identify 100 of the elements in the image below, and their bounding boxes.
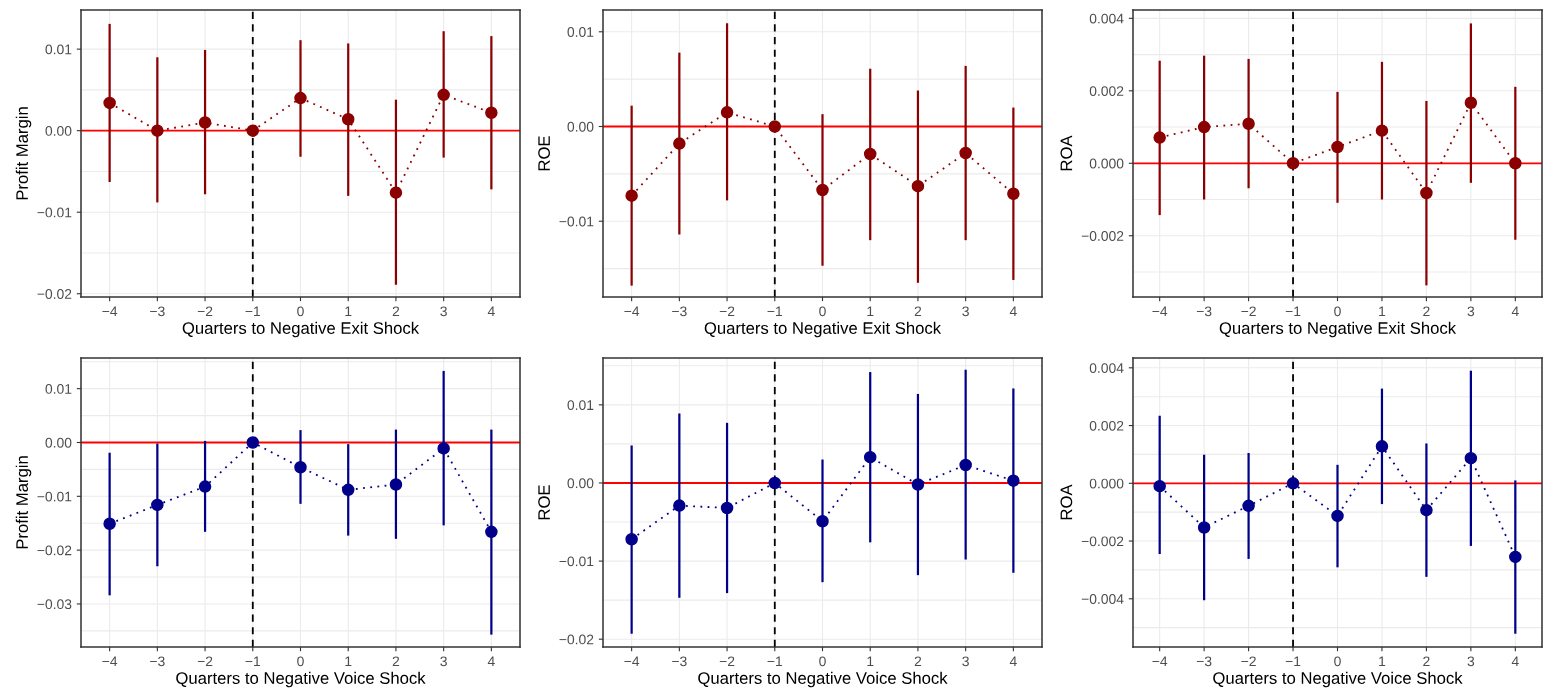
x-tick-label: 0 [297,306,304,317]
x-tick-label: 0 [819,306,826,317]
y-tick-label: 0.000 [1089,478,1124,489]
x-tick-label: −3 [1196,306,1212,317]
y-tick-label: 0.002 [1089,86,1124,96]
point [1331,140,1344,154]
x-tick-label: −3 [672,306,687,317]
point [1007,187,1020,201]
y-tick-label: −0.01 [37,491,72,502]
x-tick-label: −1 [1285,306,1301,317]
point [437,442,450,455]
point [1197,521,1211,534]
point [198,116,212,129]
y-tick-label: −0.004 [1081,594,1124,604]
x-tick-label: 2 [914,656,922,667]
y-axis-title: Profit Margin [15,456,32,549]
x-tick-label: 1 [867,306,874,317]
y-tick-label: −0.002 [1081,536,1124,547]
x-tick-label: 0 [1334,656,1341,667]
y-tick-label: 0.01 [567,27,594,37]
x-tick-label: 1 [1379,306,1386,317]
x-tick-label: −2 [719,656,735,667]
x-tick-label: −2 [1241,306,1256,317]
y-tick-label: 0.002 [1089,420,1124,431]
y-axis-title: ROE [538,136,550,171]
point [625,532,638,546]
y-tick-label: 0.01 [45,44,72,55]
y-tick-label: −0.02 [37,545,72,556]
y-tick-label: 0.00 [567,478,594,489]
x-tick-label: 2 [392,656,400,667]
x-tick-label: −4 [624,656,640,667]
x-tick-label: 4 [487,306,495,317]
x-tick-label: 2 [1423,306,1430,317]
point [863,147,877,161]
point [911,179,925,193]
y-tick-label: −0.02 [37,289,72,299]
y-tick-label: 0.01 [45,384,72,394]
y-axis-title: Profit Margin [15,107,32,200]
x-tick-label: 3 [1467,306,1475,317]
x-tick-label: −2 [719,306,735,317]
x-tick-label: 4 [1511,656,1519,667]
x-axis-title: Quarters to Negative Exit Shock [1219,321,1457,338]
x-axis-title: Quarters to Negative Voice Shock [1213,671,1463,688]
point [1242,499,1255,513]
point [294,91,307,105]
y-axis-title: ROA [1060,135,1073,171]
y-tick-label: 0.00 [45,437,72,448]
point [485,106,498,119]
x-tick-label: −3 [150,306,165,317]
point [246,124,260,137]
y-tick-label: −0.01 [559,556,594,567]
x-axis-title: Quarters to Negative Exit Shock [704,321,942,338]
point [294,460,307,474]
y-tick-label: 0.000 [1089,158,1124,169]
point [959,458,972,472]
point [673,499,686,512]
point [1420,186,1433,200]
point [1375,440,1389,453]
point [720,106,734,119]
point [198,480,212,493]
y-tick-label: −0.02 [559,634,594,645]
point [625,189,638,202]
x-tick-label: −1 [245,656,261,667]
x-tick-label: 3 [440,306,447,317]
point [1464,96,1478,110]
x-tick-label: −1 [767,306,783,317]
point [768,476,782,490]
point [1153,131,1166,144]
y-tick-label: −0.01 [37,207,72,218]
x-tick-label: 2 [392,306,400,317]
point [1375,124,1389,137]
point [103,517,116,531]
point [1286,477,1300,490]
point [1153,479,1166,493]
x-tick-label: 3 [440,656,447,667]
point [341,483,355,497]
point [151,498,164,512]
y-tick-label: −0.01 [559,216,594,227]
x-tick-label: 3 [962,656,969,667]
y-tick-label: −0.002 [1081,231,1124,241]
x-tick-label: 0 [1334,306,1341,317]
x-tick-label: 3 [962,306,969,317]
x-axis-title: Quarters to Negative Voice Shock [176,671,426,688]
point [485,525,498,539]
point [246,436,260,449]
x-tick-label: −1 [767,656,783,667]
point [720,501,734,515]
x-tick-label: 4 [1009,656,1017,667]
point [389,478,403,491]
x-tick-label: −2 [197,306,213,317]
x-tick-label: −3 [1196,656,1212,667]
x-tick-label: −3 [150,656,165,667]
x-tick-label: 1 [1379,656,1386,667]
x-tick-label: −4 [1152,656,1168,667]
point [768,120,782,133]
point [1464,451,1478,465]
point [1007,474,1020,487]
point [1331,509,1344,523]
point [863,450,877,464]
x-tick-label: 4 [487,656,495,667]
